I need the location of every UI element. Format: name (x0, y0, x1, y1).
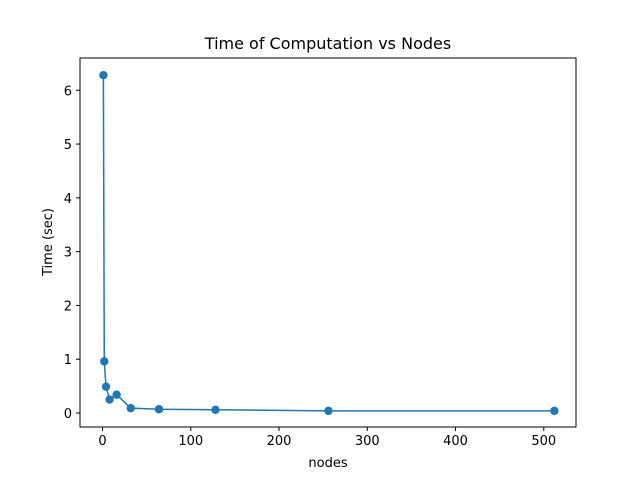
data-point-0-8 (324, 406, 333, 416)
x-tick-label: 300 (355, 434, 380, 449)
data-point-0-2 (101, 382, 111, 391)
y-tick-label: 1 (64, 353, 72, 368)
data-point-0-9 (550, 406, 559, 416)
y-tick-label: 6 (64, 84, 72, 99)
y-tick-label: 2 (64, 299, 72, 314)
data-point-0-7 (211, 405, 220, 414)
y-tick-label: 4 (64, 192, 72, 207)
chart-title: Time of Computation vs Nodes (204, 34, 451, 53)
plot-area: 0 100 200 300 400 500 0 1 2 3 4 5 6 (64, 57, 577, 449)
x-tick-label: 0 (98, 434, 106, 449)
data-point-0-5 (126, 403, 135, 413)
y-tick-label: 0 (64, 407, 72, 422)
y-tick-label: 5 (64, 138, 72, 153)
data-point-0-3 (105, 395, 114, 404)
plot-frame (79, 57, 577, 428)
x-tick-label: 200 (267, 434, 292, 449)
data-point-0-1 (100, 357, 109, 366)
y-axis-label: Time (sec) (41, 208, 56, 277)
y-tick-label: 3 (64, 246, 72, 261)
data-point-0-4 (112, 390, 121, 399)
x-tick-label: 400 (443, 434, 468, 449)
data-point-0-6 (154, 405, 164, 414)
series-line-0 (102, 75, 555, 412)
data-point-0-0 (99, 71, 108, 80)
x-tick-label: 500 (531, 434, 556, 449)
x-axis-label: nodes (308, 456, 347, 471)
x-tick-label: 100 (178, 434, 203, 449)
